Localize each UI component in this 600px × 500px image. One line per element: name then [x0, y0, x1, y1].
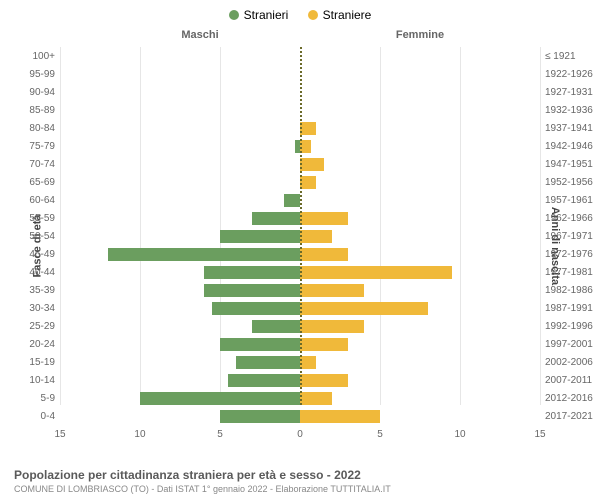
bar-female [300, 230, 332, 243]
age-label: 45-49 [15, 249, 55, 260]
birth-label: 1962-1966 [545, 213, 600, 224]
age-label: 5-9 [15, 393, 55, 404]
x-tick: 15 [534, 429, 545, 440]
x-tick: 5 [217, 429, 223, 440]
chart-container: Stranieri Straniere Maschi Femmine Fasce… [0, 0, 600, 500]
x-tick: 0 [297, 429, 303, 440]
birth-label: 1927-1931 [545, 87, 600, 98]
birth-label: 2002-2006 [545, 357, 600, 368]
age-label: 0-4 [15, 411, 55, 422]
x-tick: 15 [54, 429, 65, 440]
birth-label: 1977-1981 [545, 267, 600, 278]
bar-female [300, 338, 348, 351]
footer-title: Popolazione per cittadinanza straniera p… [14, 468, 586, 482]
age-label: 85-89 [15, 105, 55, 116]
birth-label: ≤ 1921 [545, 51, 600, 62]
birth-label: 1997-2001 [545, 339, 600, 350]
birth-label: 1937-1941 [545, 123, 600, 134]
bar-female [300, 284, 364, 297]
birth-label: 2017-2021 [545, 411, 600, 422]
bar-female [300, 302, 428, 315]
bar-female [300, 212, 348, 225]
birth-label: 1922-1926 [545, 69, 600, 80]
legend: Stranieri Straniere [0, 8, 600, 23]
bar-female [300, 158, 324, 171]
column-header-male: Maschi [140, 29, 260, 41]
bar-female [300, 356, 316, 369]
bar-male [284, 194, 300, 207]
bar-male [236, 356, 300, 369]
age-label: 10-14 [15, 375, 55, 386]
bar-male [204, 284, 300, 297]
age-label: 70-74 [15, 159, 55, 170]
age-label: 95-99 [15, 69, 55, 80]
age-label: 40-44 [15, 267, 55, 278]
bar-male [108, 248, 300, 261]
gridline [540, 47, 541, 405]
age-label: 100+ [15, 51, 55, 62]
birth-label: 1992-1996 [545, 321, 600, 332]
column-header-female: Femmine [360, 29, 480, 41]
birth-label: 2007-2011 [545, 375, 600, 386]
age-label: 15-19 [15, 357, 55, 368]
footer: Popolazione per cittadinanza straniera p… [14, 468, 586, 494]
x-axis-ticks: 15105051015 [60, 427, 540, 445]
bar-female [300, 122, 316, 135]
x-tick: 10 [134, 429, 145, 440]
legend-swatch-male [229, 10, 239, 20]
bar-male [140, 392, 300, 405]
bar-male [220, 230, 300, 243]
age-label: 65-69 [15, 177, 55, 188]
legend-item-female: Straniere [308, 8, 372, 22]
age-label: 20-24 [15, 339, 55, 350]
bar-female [300, 392, 332, 405]
bar-female [300, 320, 364, 333]
bar-male [204, 266, 300, 279]
column-headers: Maschi Femmine [0, 29, 600, 45]
birth-label: 1932-1936 [545, 105, 600, 116]
birth-label: 2012-2016 [545, 393, 600, 404]
age-label: 25-29 [15, 321, 55, 332]
legend-swatch-female [308, 10, 318, 20]
bar-female [300, 410, 380, 423]
age-label: 30-34 [15, 303, 55, 314]
bar-female [300, 176, 316, 189]
bar-male [220, 410, 300, 423]
legend-label-male: Stranieri [244, 8, 289, 22]
bar-male [252, 320, 300, 333]
center-line [300, 47, 302, 405]
birth-label: 1942-1946 [545, 141, 600, 152]
age-label: 60-64 [15, 195, 55, 206]
birth-label: 1982-1986 [545, 285, 600, 296]
bar-male [212, 302, 300, 315]
birth-label: 1972-1976 [545, 249, 600, 260]
plot-area: Fasce di età Anni di nascita 100+≤ 19219… [0, 47, 600, 445]
table-row: 0-42017-2021 [60, 407, 540, 425]
legend-item-male: Stranieri [229, 8, 289, 22]
legend-label-female: Straniere [323, 8, 372, 22]
birth-label: 1987-1991 [545, 303, 600, 314]
bar-female [300, 248, 348, 261]
age-label: 55-59 [15, 213, 55, 224]
birth-label: 1957-1961 [545, 195, 600, 206]
age-label: 75-79 [15, 141, 55, 152]
bar-male [252, 212, 300, 225]
x-tick: 5 [377, 429, 383, 440]
age-label: 90-94 [15, 87, 55, 98]
age-label: 35-39 [15, 285, 55, 296]
birth-label: 1947-1951 [545, 159, 600, 170]
rows-area: 100+≤ 192195-991922-192690-941927-193185… [60, 47, 540, 425]
x-tick: 10 [454, 429, 465, 440]
bar-male [220, 338, 300, 351]
footer-subtitle: COMUNE DI LOMBRIASCO (TO) - Dati ISTAT 1… [14, 484, 586, 494]
bar-female [300, 374, 348, 387]
birth-label: 1952-1956 [545, 177, 600, 188]
birth-label: 1967-1971 [545, 231, 600, 242]
age-label: 80-84 [15, 123, 55, 134]
bar-male [228, 374, 300, 387]
age-label: 50-54 [15, 231, 55, 242]
bar-female [300, 266, 452, 279]
